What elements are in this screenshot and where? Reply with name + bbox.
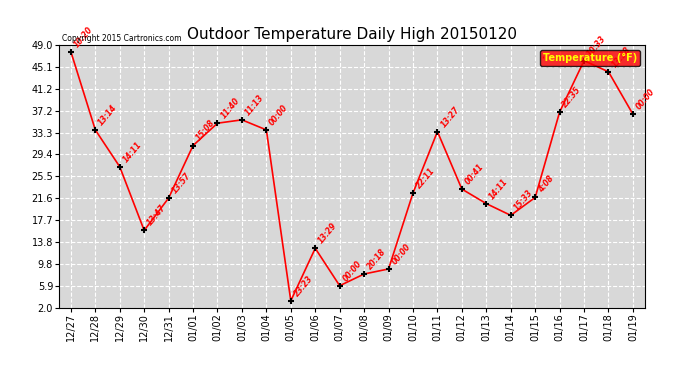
Text: 00:41: 00:41: [463, 162, 486, 186]
Text: 00:00: 00:00: [390, 242, 412, 266]
Text: 20:18: 20:18: [366, 247, 388, 271]
Title: Outdoor Temperature Daily High 20150120: Outdoor Temperature Daily High 20150120: [187, 27, 517, 42]
Text: 00:00: 00:00: [268, 103, 290, 127]
Text: Copyright 2015 Cartronics.com: Copyright 2015 Cartronics.com: [62, 34, 181, 43]
Text: 23:23: 23:23: [292, 274, 315, 298]
Text: 14:11: 14:11: [488, 177, 510, 201]
Text: 13:14: 13:14: [97, 103, 119, 127]
Text: 13:57: 13:57: [170, 171, 193, 195]
Text: 00:00: 00:00: [341, 259, 364, 283]
Text: 13:27: 13:27: [439, 105, 461, 129]
Text: 15:33: 15:33: [512, 188, 535, 213]
Text: 10:33: 10:33: [585, 34, 608, 58]
Text: 22:11: 22:11: [415, 166, 437, 190]
Text: 15:08: 15:08: [195, 118, 217, 143]
Text: 11:40: 11:40: [219, 96, 241, 120]
Text: 13:47: 13:47: [146, 204, 168, 228]
Text: 00:00: 00:00: [634, 87, 657, 111]
Text: 11:13: 11:13: [244, 93, 266, 117]
Text: 22:35: 22:35: [561, 85, 583, 109]
Text: 14:11: 14:11: [121, 140, 144, 164]
Text: 13:29: 13:29: [317, 221, 339, 246]
Text: 10:20: 10:20: [72, 25, 95, 49]
Text: 4:08: 4:08: [537, 174, 555, 195]
Text: 13:38: 13:38: [610, 45, 632, 69]
Legend: Temperature (°F): Temperature (°F): [540, 50, 640, 66]
